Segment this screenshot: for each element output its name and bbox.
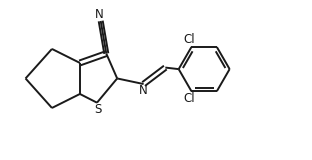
- Text: N: N: [139, 84, 147, 97]
- Text: S: S: [94, 103, 101, 116]
- Text: Cl: Cl: [183, 92, 195, 105]
- Text: Cl: Cl: [183, 33, 195, 46]
- Text: N: N: [95, 8, 104, 21]
